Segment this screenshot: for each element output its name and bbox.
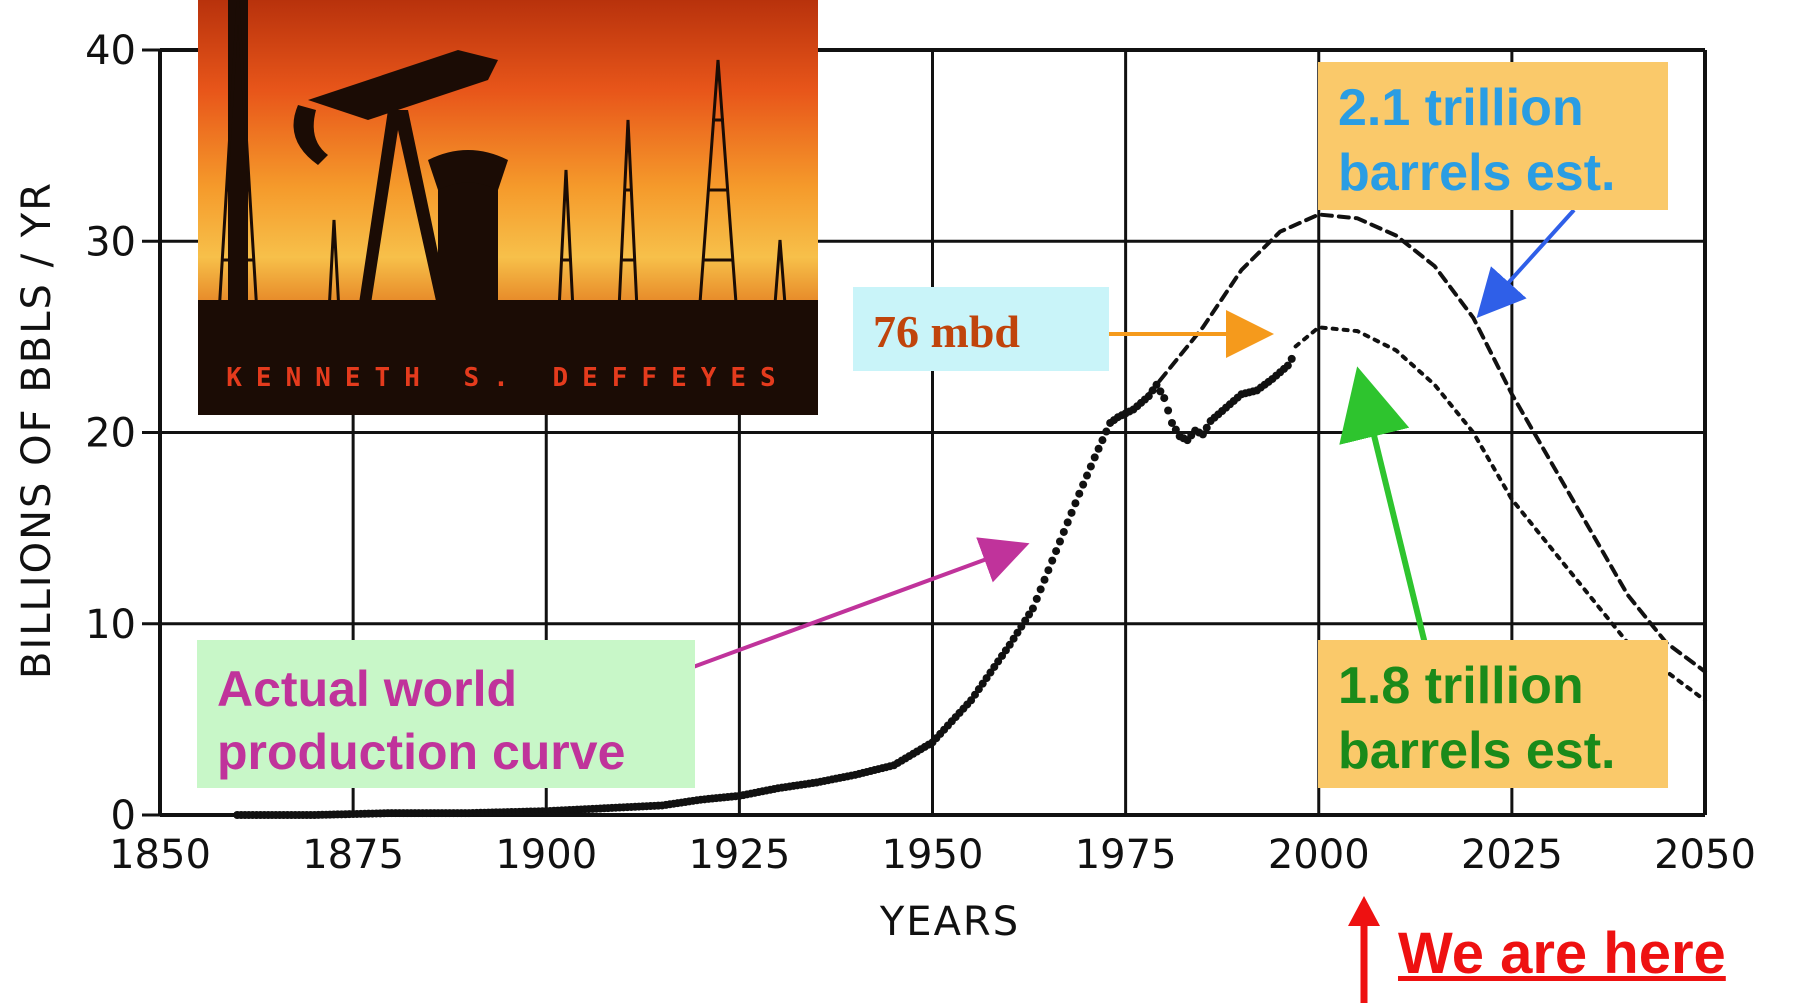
x-tick-label: 2050 <box>1654 832 1756 878</box>
production-point <box>1040 575 1049 584</box>
production-point <box>1005 640 1014 649</box>
production-point <box>1171 425 1180 434</box>
production-point <box>1156 387 1165 396</box>
y-tick-label: 40 <box>85 28 136 74</box>
production-point <box>1025 610 1034 619</box>
production-point <box>1086 462 1095 471</box>
green-arrow <box>1339 366 1429 649</box>
book-cover: KENNETH S. DEFFEYES <box>198 0 818 415</box>
production-point <box>1009 634 1018 643</box>
book-author: KENNETH S. DEFFEYES <box>226 363 790 393</box>
production-point <box>1032 594 1041 603</box>
x-tick-label: 1875 <box>302 832 404 878</box>
ticks: 1850 1875 1900 1925 1950 1975 2000 2025 2050 0 10 2… <box>85 28 1756 878</box>
x-tick-label: 1975 <box>1075 832 1177 878</box>
production-point <box>1067 508 1076 517</box>
x-tick-label: 1925 <box>688 832 790 878</box>
production-point <box>1202 423 1211 432</box>
production-point <box>1048 556 1057 565</box>
estimate-low-box: 1.8 trillion barrels est. <box>1318 640 1668 788</box>
y-tick-label: 20 <box>85 411 136 457</box>
production-point <box>1059 527 1068 536</box>
production-point <box>1001 646 1010 655</box>
x-tick-label: 1850 <box>109 832 211 878</box>
production-point <box>1036 585 1045 594</box>
production-point <box>1063 518 1072 527</box>
x-tick-label: 1900 <box>495 832 597 878</box>
estimate-low-line2: barrels est. <box>1338 722 1616 780</box>
production-point <box>1079 480 1088 489</box>
we-are-here-label: We are here <box>1398 921 1726 986</box>
production-point <box>1044 566 1053 575</box>
production-point <box>978 679 987 688</box>
production-point <box>1021 616 1030 625</box>
series <box>233 212 1707 819</box>
x-axis-label: YEARS <box>879 899 1020 945</box>
production-point <box>1055 537 1064 546</box>
production-point <box>1013 628 1022 637</box>
production-point <box>967 696 976 705</box>
estimate-high-line2: barrels est. <box>1338 144 1616 202</box>
production-point <box>970 690 979 699</box>
production-point <box>1098 436 1107 445</box>
production-point <box>998 651 1007 660</box>
production-point <box>1160 394 1169 403</box>
production-point <box>1283 361 1292 370</box>
production-point <box>1075 489 1084 498</box>
production-point <box>1090 453 1099 462</box>
production-point <box>994 657 1003 666</box>
actual-line2: production curve <box>217 723 626 780</box>
y-tick-label: 10 <box>85 602 136 648</box>
estimate-low-line1: 1.8 trillion <box>1338 657 1584 715</box>
mbd-box: 76 mbd <box>853 287 1109 371</box>
production-point <box>986 668 995 677</box>
grid <box>142 48 1707 817</box>
x-tick-label: 2025 <box>1461 832 1563 878</box>
production-point <box>1094 444 1103 453</box>
production-point <box>990 662 999 671</box>
estimate-high-line1: 2.1 trillion <box>1338 79 1584 137</box>
actual-line1: Actual world <box>217 661 518 717</box>
oil-field-silhouette <box>198 0 818 415</box>
production-point <box>1083 471 1091 480</box>
blue-arrow <box>1476 208 1576 318</box>
x-tick-label: 2000 <box>1268 832 1370 878</box>
mbd-label: 76 mbd <box>873 306 1020 357</box>
here-arrow-head <box>1348 896 1380 926</box>
production-point <box>1167 418 1176 427</box>
production-point <box>1102 427 1111 436</box>
actual-box: Actual world production curve <box>197 640 695 788</box>
estimate-high-curve <box>1146 212 1707 674</box>
production-point <box>1028 604 1037 613</box>
production-point <box>982 674 991 683</box>
production-point <box>1071 499 1080 508</box>
y-tick-label: 0 <box>111 793 136 839</box>
x-tick-label: 1950 <box>882 832 984 878</box>
production-point <box>1287 354 1296 363</box>
production-point <box>974 685 983 694</box>
y-tick-label: 30 <box>85 219 136 265</box>
y-axis-label: BILLIONS OF BBLS / YR <box>14 181 60 679</box>
production-point <box>1198 430 1207 439</box>
production-point <box>1164 406 1173 415</box>
production-point <box>1052 547 1061 556</box>
estimate-high-box: 2.1 trillion barrels est. <box>1318 62 1668 210</box>
production-point <box>1017 622 1026 631</box>
